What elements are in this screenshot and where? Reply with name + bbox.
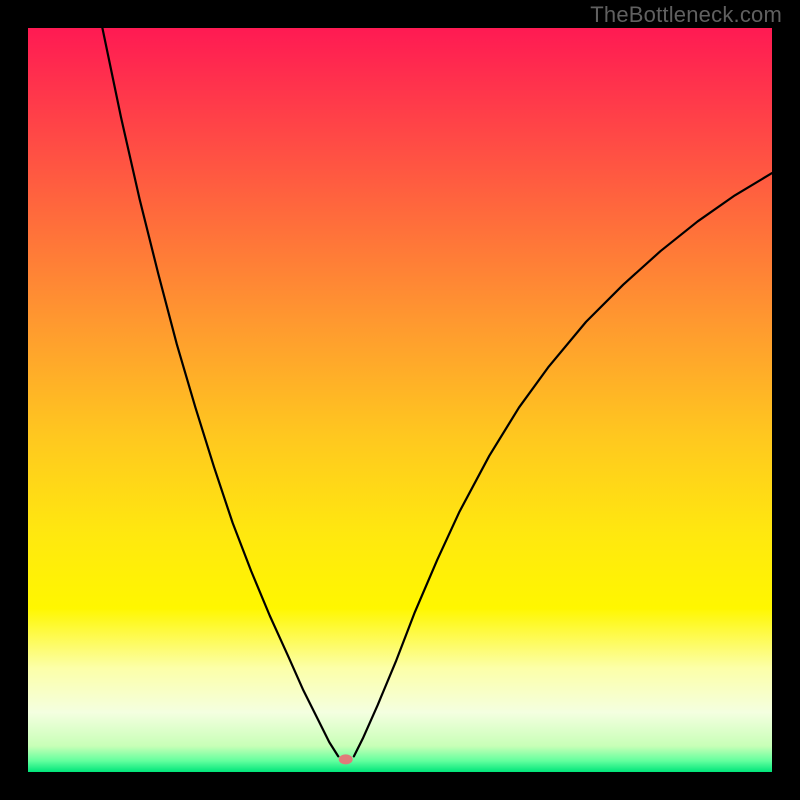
minimum-marker: [339, 754, 353, 764]
chart-container: TheBottleneck.com: [0, 0, 800, 800]
bottleneck-curve-chart: [0, 0, 800, 800]
plot-background: [28, 28, 772, 772]
